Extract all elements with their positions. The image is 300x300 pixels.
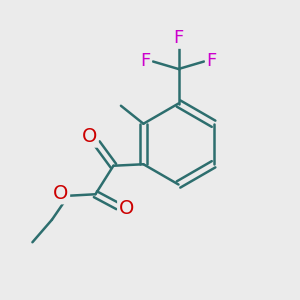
Text: O: O xyxy=(118,199,134,218)
Text: F: F xyxy=(140,52,151,70)
Text: F: F xyxy=(173,29,184,47)
Text: O: O xyxy=(53,184,69,203)
Text: O: O xyxy=(82,127,97,146)
Text: F: F xyxy=(206,52,217,70)
